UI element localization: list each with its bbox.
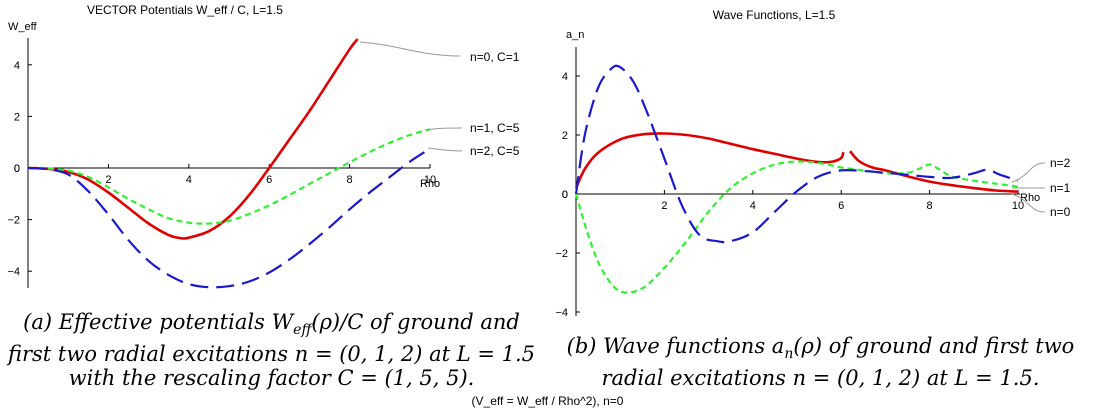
right-leader-n2 (1011, 162, 1046, 183)
potentials-plot: VECTOR Potentials W_eff / C, L=1.5 W_eff… (7, 3, 520, 289)
left-leader-n1 (424, 127, 463, 131)
y-tick-label: −2 (7, 215, 20, 227)
right-legend-n1: n=1 (1050, 181, 1071, 195)
left-y-axis-label: W_eff (8, 21, 37, 33)
y-tick-label: 4 (14, 60, 20, 72)
wavefunctions-plot: Wave Functions, L=1.5 a_n Rho 2 4 6 8 10−4−2… (555, 8, 1070, 319)
left-legend-n2: n=2, C=5 (470, 144, 520, 158)
right-legend-n0: n=0 (1050, 205, 1071, 219)
left-series (27, 38, 431, 289)
right-legend-n2: n=2 (1050, 156, 1071, 170)
right-leader-n0 (1011, 193, 1046, 213)
caption-a: (a) Effective potentials Weff(ρ)/C of gr… (4, 310, 539, 390)
y-tick-label: 2 (562, 130, 568, 142)
caption-a-text2b: at (429, 342, 451, 367)
caption-a-line1: (a) Effective potentials Weff(ρ)/C of gr… (23, 310, 520, 339)
right-series-line-0 (574, 132, 845, 189)
x-tick-label: 8 (347, 174, 353, 186)
caption-a-line2: first two radial excitations n = (0, 1, … (7, 342, 536, 367)
caption-b-text2: radial excitations (601, 366, 786, 391)
left-leader-n2 (427, 147, 463, 152)
left-chart-title: VECTOR Potentials W_eff / C, L=1.5 (87, 3, 283, 17)
y-tick-label: −4 (555, 307, 568, 319)
y-tick-label: 0 (14, 163, 20, 175)
left-x-axis-label: Rho (420, 178, 440, 190)
x-tick-label: 4 (186, 174, 192, 186)
x-tick-label: 8 (927, 200, 933, 212)
left-leader-n0 (359, 41, 461, 57)
x-tick-label: 2 (661, 200, 667, 212)
x-tick-label: 4 (750, 200, 756, 212)
left-series-line-0 (27, 38, 359, 240)
caption-b: (b) Wave functions an(ρ) of ground and f… (548, 334, 1093, 390)
right-series-line-0 (849, 150, 1019, 193)
caption-a-text1b: of ground and (369, 310, 520, 334)
right-chart-title: Wave Functions, L=1.5 (713, 8, 836, 22)
y-tick-label: 4 (562, 71, 568, 83)
caption-b-line1: (b) Wave functions an(ρ) of ground and f… (566, 334, 1075, 363)
right-y-axis-label: a_n (566, 29, 584, 41)
left-legend-n1: n=1, C=5 (470, 121, 520, 135)
y-tick-label: 0 (562, 189, 568, 201)
left-legend-n0: n=0, C=1 (470, 50, 520, 64)
caption-a-text3: with the rescaling factor (68, 366, 331, 391)
y-tick-label: −4 (7, 266, 20, 278)
x-tick-label: 10 (1012, 200, 1024, 212)
y-tick-label: 2 (14, 111, 20, 123)
right-series-line-2 (574, 64, 1019, 244)
caption-a-text1: (a) Effective potentials (23, 310, 265, 334)
caption-b-text1: (b) Wave functions (566, 334, 766, 358)
left-series-line-1 (27, 128, 431, 225)
caption-b-text1b: of ground and first two (828, 334, 1075, 358)
right-series-line-1 (574, 160, 1019, 294)
x-tick-label: 6 (266, 174, 272, 186)
caption-a-line3: with the rescaling factor C = (1, 5, 5). (68, 366, 475, 391)
y-tick-label: 0 (562, 189, 568, 201)
x-tick-label: 2 (105, 174, 111, 186)
y-tick-label: −2 (555, 248, 568, 260)
left-series-line-2 (27, 147, 431, 289)
y-tick-label: 0 (14, 163, 20, 175)
caption-b-text2b: at (926, 366, 948, 391)
caption-b-line2: radial excitations n = (0, 1, 2) at L = … (601, 366, 1040, 391)
x-tick-label: 6 (838, 200, 844, 212)
right-series (574, 64, 1019, 294)
x-tick-label: 10 (424, 174, 436, 186)
caption-a-text2: first two radial excitations (7, 342, 289, 367)
footer-note: (V_eff = W_eff / Rho^2), n=0 (471, 394, 624, 408)
